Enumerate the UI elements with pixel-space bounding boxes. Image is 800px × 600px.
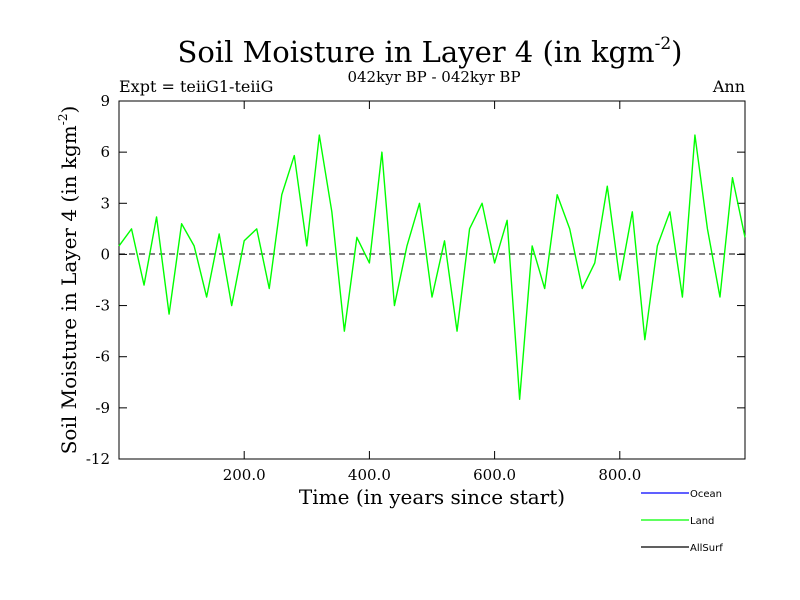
x-tick-label: 800.0 [598, 466, 641, 484]
series-layer [118, 134, 746, 401]
y-tick-label: 3 [100, 194, 110, 212]
experiment-note: Expt = teiiG1-teiiG [119, 77, 273, 96]
x-tick-label: 600.0 [473, 466, 516, 484]
y-axis-ticks: 9 6 3 0 -3 -6 -9 -12 [86, 92, 745, 468]
chart-title: Soil Moisture in Layer 4 (in kgm-2) [177, 34, 682, 69]
y-tick-label: 0 [100, 245, 110, 263]
y-tick-label: -9 [95, 399, 110, 417]
y-tick-label: -6 [95, 348, 110, 366]
chart-subtitle: 042kyr BP - 042kyr BP [347, 68, 520, 86]
x-axis-ticks: 200.0 400.0 600.0 800.0 [223, 101, 641, 484]
y-tick-label: -12 [86, 450, 110, 468]
season-note: Ann [712, 77, 745, 96]
legend-label-ocean: Ocean [690, 489, 722, 500]
plot-frame [118, 100, 746, 460]
y-tick-label: -3 [95, 297, 110, 315]
y-axis-label: Soil Moisture in Layer 4 (in kgm-2) [56, 106, 81, 455]
y-axis-label-superscript: -2 [56, 114, 70, 126]
y-axis-label-close: ) [57, 106, 81, 114]
legend-label-land: Land [690, 516, 714, 527]
series-line-land [118, 134, 746, 401]
y-tick-label: 6 [100, 143, 110, 161]
x-axis-label: Time (in years since start) [299, 485, 565, 509]
chart-title-close: ) [671, 35, 682, 69]
chart-title-main: Soil Moisture in Layer 4 (in kgm [177, 35, 654, 69]
x-tick-label: 200.0 [223, 466, 266, 484]
chart-title-superscript: -2 [655, 34, 672, 54]
legend: Ocean Land AllSurf [641, 489, 723, 554]
x-tick-label: 400.0 [348, 466, 391, 484]
y-axis-label-main: Soil Moisture in Layer 4 (in kgm [57, 125, 81, 454]
y-tick-label: 9 [100, 92, 110, 110]
legend-label-allsurf: AllSurf [690, 543, 723, 554]
